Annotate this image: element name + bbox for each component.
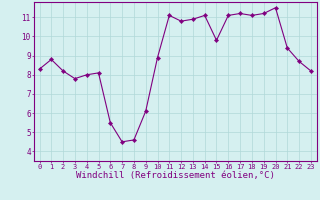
X-axis label: Windchill (Refroidissement éolien,°C): Windchill (Refroidissement éolien,°C) — [76, 171, 275, 180]
